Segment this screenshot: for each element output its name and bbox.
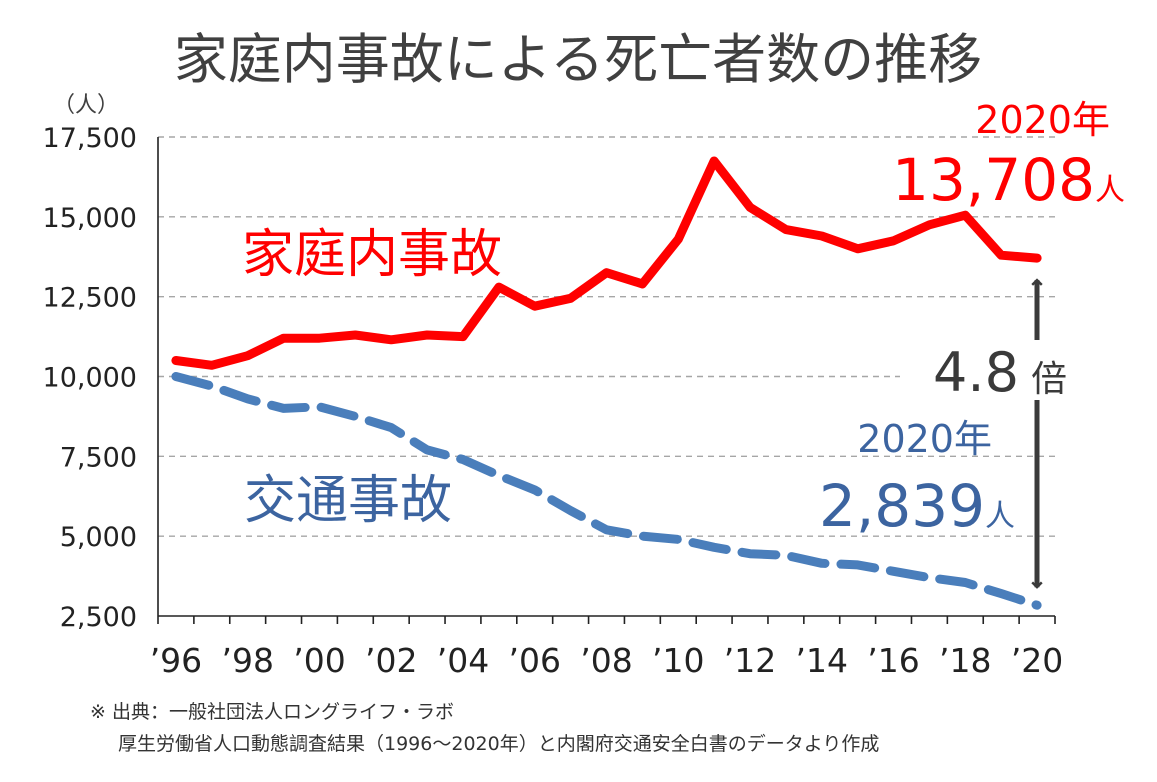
y-tick-label: 2,500: [60, 602, 137, 633]
x-tick-label: ’98: [221, 641, 273, 680]
source-note-line1: ※ 出典：一般社団法人ロングライフ・ラボ: [90, 701, 454, 723]
x-tick-label: ’08: [580, 641, 632, 680]
ratio-label: 4.8 倍: [933, 341, 1067, 404]
series-label-traffic: 交通事故: [244, 471, 452, 531]
annotation-home-unit: 人: [1095, 173, 1125, 208]
y-tick-labels: 2,500 5,000 7,500 10,000 12,500 15,000 17,500: [43, 123, 137, 633]
series-label-home: 家庭内事故: [242, 225, 502, 285]
x-tick-label: ’14: [796, 641, 848, 680]
annotation-home-value-group: 13,708人: [892, 146, 1125, 214]
annotation-home-value: 13,708: [892, 146, 1095, 214]
y-tick-label: 7,500: [60, 442, 137, 473]
y-tick-label: 10,000: [43, 363, 137, 394]
x-tick-label: ’06: [508, 641, 560, 680]
series-line-traffic: [171, 372, 1042, 610]
y-tick-label: 12,500: [43, 283, 137, 314]
ratio-unit: 倍: [1031, 359, 1067, 400]
annotation-traffic-unit: 人: [985, 499, 1015, 534]
ratio-label-mask: [903, 340, 1098, 400]
x-tick-label: ’00: [293, 641, 345, 680]
x-tick-label: ’04: [437, 641, 489, 680]
axes: [157, 137, 1056, 624]
y-axis-unit: （人）: [53, 93, 119, 118]
x-tick-label: ’96: [150, 641, 202, 680]
x-tick-label: ’18: [939, 641, 991, 680]
x-tick-label: ’20: [1011, 641, 1063, 680]
source-note-line2: 厚生労働省人口動態調査結果（1996～2020年）と内閣府交通安全白書のデータよ…: [118, 733, 879, 755]
y-tick-label: 5,000: [60, 522, 137, 553]
ratio-value: 4.8: [933, 341, 1019, 404]
x-tick-label: ’02: [365, 641, 417, 680]
x-tick-labels: ’96 ’98 ’00 ’02 ’04 ’06 ’08 ’10 ’12 ’14 ’16 ’18 ’20: [150, 641, 1064, 680]
annotation-traffic-year: 2020年: [857, 417, 992, 461]
y-tick-label: 17,500: [43, 123, 137, 154]
series-line-home: [171, 156, 1042, 370]
series-lines: [171, 156, 1042, 610]
chart-title: 家庭内事故による死亡者数の推移: [174, 28, 982, 91]
annotation-home-year: 2020年: [975, 98, 1110, 142]
annotation-traffic-value-group: 2,839人: [819, 472, 1015, 540]
x-tick-label: ’16: [867, 641, 919, 680]
y-tick-label: 15,000: [43, 203, 137, 234]
x-tick-label: ’10: [652, 641, 704, 680]
annotation-traffic-value: 2,839: [819, 472, 985, 540]
x-tick-label: ’12: [724, 641, 776, 680]
